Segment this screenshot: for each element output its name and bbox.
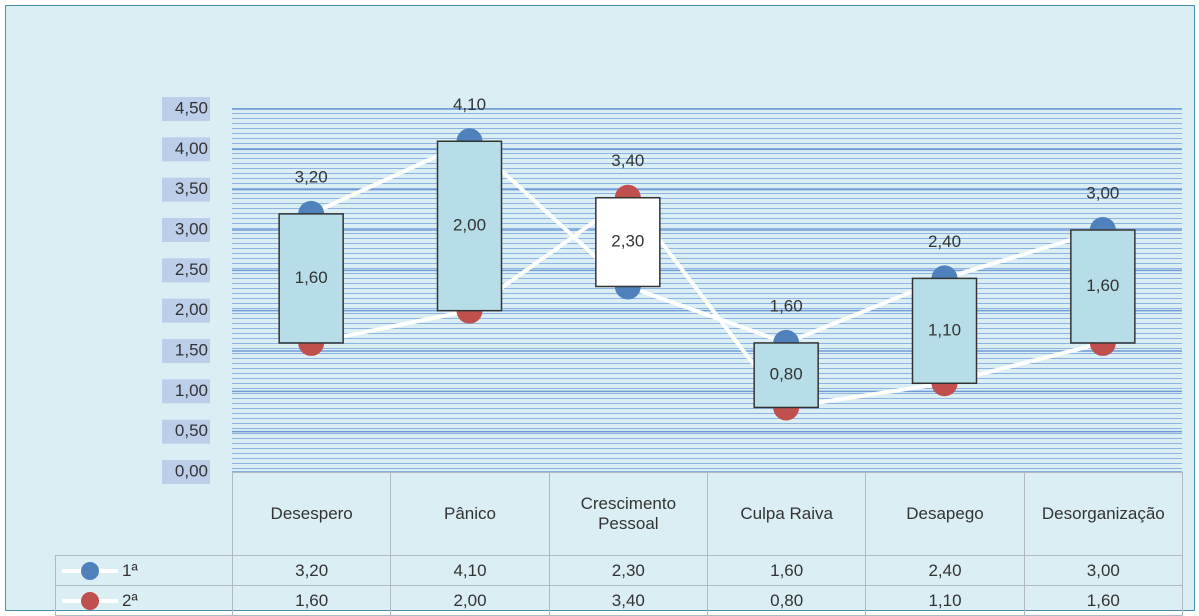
- value-cell: 1,60: [1023, 585, 1183, 616]
- value-cell: 3,20: [232, 555, 392, 586]
- value-cell: 2,00: [390, 585, 550, 616]
- y-tick-label: 0,50: [175, 421, 208, 440]
- series-line: [310, 194, 1104, 410]
- tick-label-bg: [162, 137, 210, 162]
- tick-label-bg: [162, 298, 210, 323]
- data-label: 1,60: [1086, 276, 1119, 295]
- y-tick-label: 3,00: [175, 219, 208, 238]
- value-cell: 3,40: [548, 585, 708, 616]
- up-down-bar: [753, 342, 819, 409]
- legend-label: 2ª: [122, 590, 138, 610]
- value-cell: 2,40: [865, 555, 1025, 586]
- y-tick-label: 4,00: [175, 139, 208, 158]
- y-tick-label: 3,50: [175, 179, 208, 198]
- category-cell: Desespero: [232, 472, 392, 556]
- value-cell: 1,60: [232, 585, 392, 616]
- category-cell: Desapego: [865, 472, 1025, 556]
- data-label: 0,80: [770, 365, 803, 384]
- series-line: [310, 138, 1104, 346]
- tick-label-bg: [162, 258, 210, 283]
- y-tick-label: 2,00: [175, 300, 208, 319]
- up-down-bar: [1070, 229, 1136, 344]
- value-cell: 1,10: [865, 585, 1025, 616]
- data-label: 1,60: [295, 268, 328, 287]
- tick-label-bg: [162, 419, 210, 444]
- up-down-bar: [911, 277, 978, 385]
- legend-key: [62, 561, 118, 580]
- data-label: 1,10: [928, 320, 961, 339]
- y-tick-label: 4,50: [175, 98, 208, 117]
- legend-label: 1ª: [122, 560, 138, 580]
- up-down-bar: [278, 213, 344, 344]
- category-cell: Pânico: [390, 472, 550, 556]
- plot-area: [232, 108, 1182, 472]
- up-down-bar: [436, 140, 503, 312]
- data-label: 3,20: [295, 167, 328, 186]
- data-label: 3,40: [611, 151, 644, 170]
- data-label: 4,10: [453, 95, 486, 114]
- category-cell: Desorganização: [1023, 472, 1183, 556]
- tick-label-bg: [162, 97, 210, 121]
- value-cell: 3,00: [1023, 555, 1183, 586]
- data-label: 3,00: [1086, 183, 1119, 202]
- y-tick-label: 2,50: [175, 260, 208, 279]
- tick-label-bg: [162, 339, 210, 363]
- y-tick-label: 1,50: [175, 340, 208, 359]
- value-cell: 4,10: [390, 555, 550, 586]
- legend-key: [62, 591, 118, 610]
- tick-label-bg: [162, 460, 210, 484]
- y-tick-label: 0,00: [175, 461, 208, 480]
- tick-label-bg: [162, 177, 210, 202]
- data-label: 2,00: [453, 215, 486, 234]
- data-label: 1,60: [770, 296, 803, 315]
- legend-cell: 1ª: [55, 555, 233, 586]
- category-cell: Culpa Raiva: [707, 472, 867, 556]
- data-label: 2,30: [611, 232, 644, 251]
- up-down-bar: [595, 196, 661, 288]
- value-cell: 2,30: [548, 555, 708, 586]
- value-cell: 1,60: [707, 555, 867, 586]
- value-cell: 0,80: [707, 585, 867, 616]
- y-tick-label: 1,00: [175, 381, 208, 400]
- tick-label-bg: [162, 218, 210, 242]
- legend-cell: 2ª: [55, 585, 233, 616]
- category-cell: Crescimento Pessoal: [548, 472, 708, 556]
- data-label: 2,40: [928, 232, 961, 251]
- tick-label-bg: [162, 379, 210, 404]
